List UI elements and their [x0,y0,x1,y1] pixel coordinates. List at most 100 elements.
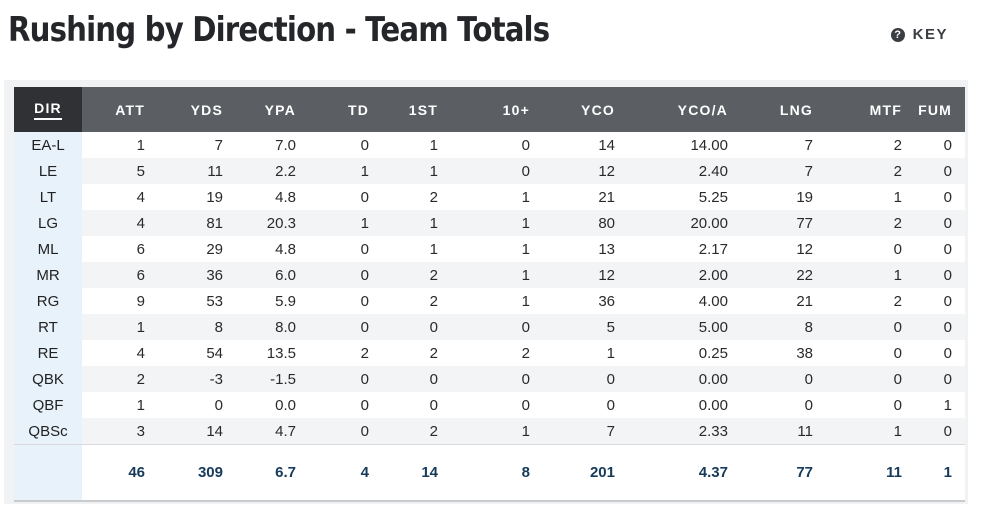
table-cell: 0 [360,396,369,414]
table-cell: 0.25 [698,344,728,362]
table-cell: 0 [943,344,952,362]
table-cell: 1 [82,314,158,340]
table-cell: 0 [943,292,952,310]
table-cell: 13 [598,240,615,258]
table-cell: 2 [521,344,530,362]
direction-cell: ML [14,236,82,262]
table-cell: 0 [309,418,382,445]
column-header-mtf[interactable]: MTF [826,87,915,132]
table-cell: 0 [521,136,530,154]
table-cell: 20.3 [236,210,309,236]
table-row: LG 4 81 20.3 1 1 1 80 20.00 77 2 0 [14,210,965,236]
total-cell: 46 [82,444,158,502]
table-cell: 2 [893,136,902,154]
column-header-ten-plus[interactable]: 10+ [451,87,543,132]
table-row: EA-L 1 7 7.0 0 1 0 14 14.00 7 2 0 [14,132,965,158]
table-cell: 22 [741,262,826,288]
table-cell: 4 [136,344,145,362]
direction-cell: EA-L [14,132,82,158]
table-cell: 14.00 [690,136,728,154]
table-cell: 5.9 [275,292,296,310]
table-cell: 0 [309,262,382,288]
column-header-yds[interactable]: YDS [158,87,236,132]
table-cell: 4.00 [698,292,728,310]
table-cell: 1 [521,240,530,258]
table-row: RE 4 54 13.5 2 2 2 1 0.25 38 0 0 [14,340,965,366]
table-cell: 81 [158,210,236,236]
table-cell: 0 [915,366,965,392]
total-cell: 4 [309,444,382,502]
table-cell: 12 [543,262,628,288]
table-cell: 8.0 [236,314,309,340]
table-cell: 6 [82,262,158,288]
table-cell: 29 [206,240,223,258]
column-header-fum[interactable]: FUM [915,87,965,132]
table-cell: 1 [451,262,543,288]
direction-cell: QBK [14,366,82,392]
table-cell: 2 [360,344,369,362]
table-cell: 0 [915,210,965,236]
table-cell: 0 [893,240,902,258]
table-cell: 1 [826,418,915,445]
column-header-dir[interactable]: DIR [14,87,82,132]
table-cell: 4.7 [236,418,309,445]
table-cell: 0 [915,314,965,340]
table-cell: 4 [136,188,145,206]
table-cell: 0 [451,314,543,340]
column-header-yco-a[interactable]: YCO/A [628,87,741,132]
table-cell: 0 [893,344,902,362]
column-header-label: DIR [34,100,62,120]
table-cell: -1.5 [236,366,309,392]
table-cell: 0.00 [698,396,728,414]
column-header-td[interactable]: TD [309,87,382,132]
table-row: LE 5 11 2.2 1 1 0 12 2.40 7 2 0 [14,158,965,184]
table-container: DIR ATT YDS YPA TD 1ST 10+ YCO YCO/A LNG MTF FUM EA… [4,80,968,504]
table-cell: 1 [893,188,902,206]
totals-label-cell [14,444,82,502]
table-cell: 7 [804,136,813,154]
key-button[interactable]: ? KEY [890,26,948,43]
table-cell: 36 [598,292,615,310]
table-cell: 6.0 [236,262,309,288]
table-row: MR 6 36 6.0 0 2 1 12 2.00 22 1 0 [14,262,965,288]
total-cell: 309 [158,444,236,502]
table-cell: 0 [826,314,915,340]
table-cell: 80 [543,210,628,236]
table-cell: 0 [451,158,543,184]
total-cell: 14 [382,444,451,502]
table-cell: 11 [158,158,236,184]
table-cell: 1 [826,262,915,288]
table-cell: 38 [796,344,813,362]
direction-cell: RG [14,288,82,314]
column-header-ypa[interactable]: YPA [236,87,309,132]
table-cell: 3 [82,418,158,445]
table-cell: 2 [826,158,915,184]
direction-cell: QBSc [14,418,82,445]
table-row: ML 6 29 4.8 0 1 1 13 2.17 12 0 0 [14,236,965,262]
table-cell: 8 [741,314,826,340]
table-cell: 0 [382,314,451,340]
table-row: RG 9 53 5.9 0 2 1 36 4.00 21 2 0 [14,288,965,314]
table-cell: 53 [206,292,223,310]
column-header-1st[interactable]: 1ST [382,87,451,132]
table-cell: 0 [360,136,369,154]
column-header-yco[interactable]: YCO [543,87,628,132]
table-cell: 0 [543,366,628,392]
column-header-lng[interactable]: LNG [741,87,826,132]
table-cell: 4.8 [275,188,296,206]
table-cell: 6 [136,240,145,258]
table-cell: -3 [158,366,236,392]
table-cell: 21 [796,292,813,310]
table-cell: 2.2 [236,158,309,184]
table-cell: 0 [741,366,826,392]
table-row: QBF 1 0 0.0 0 0 0 0 0.00 0 0 1 [14,392,965,418]
column-header-att[interactable]: ATT [82,87,158,132]
table-cell: 0 [893,396,902,414]
total-cell: 77 [741,444,826,502]
table-cell: 1 [521,292,530,310]
table-cell: 0 [804,396,813,414]
key-label: KEY [912,26,948,43]
table-cell: 0 [943,240,952,258]
table-cell: 0 [915,262,965,288]
table-row: RT 1 8 8.0 0 0 0 5 5.00 8 0 0 [14,314,965,340]
